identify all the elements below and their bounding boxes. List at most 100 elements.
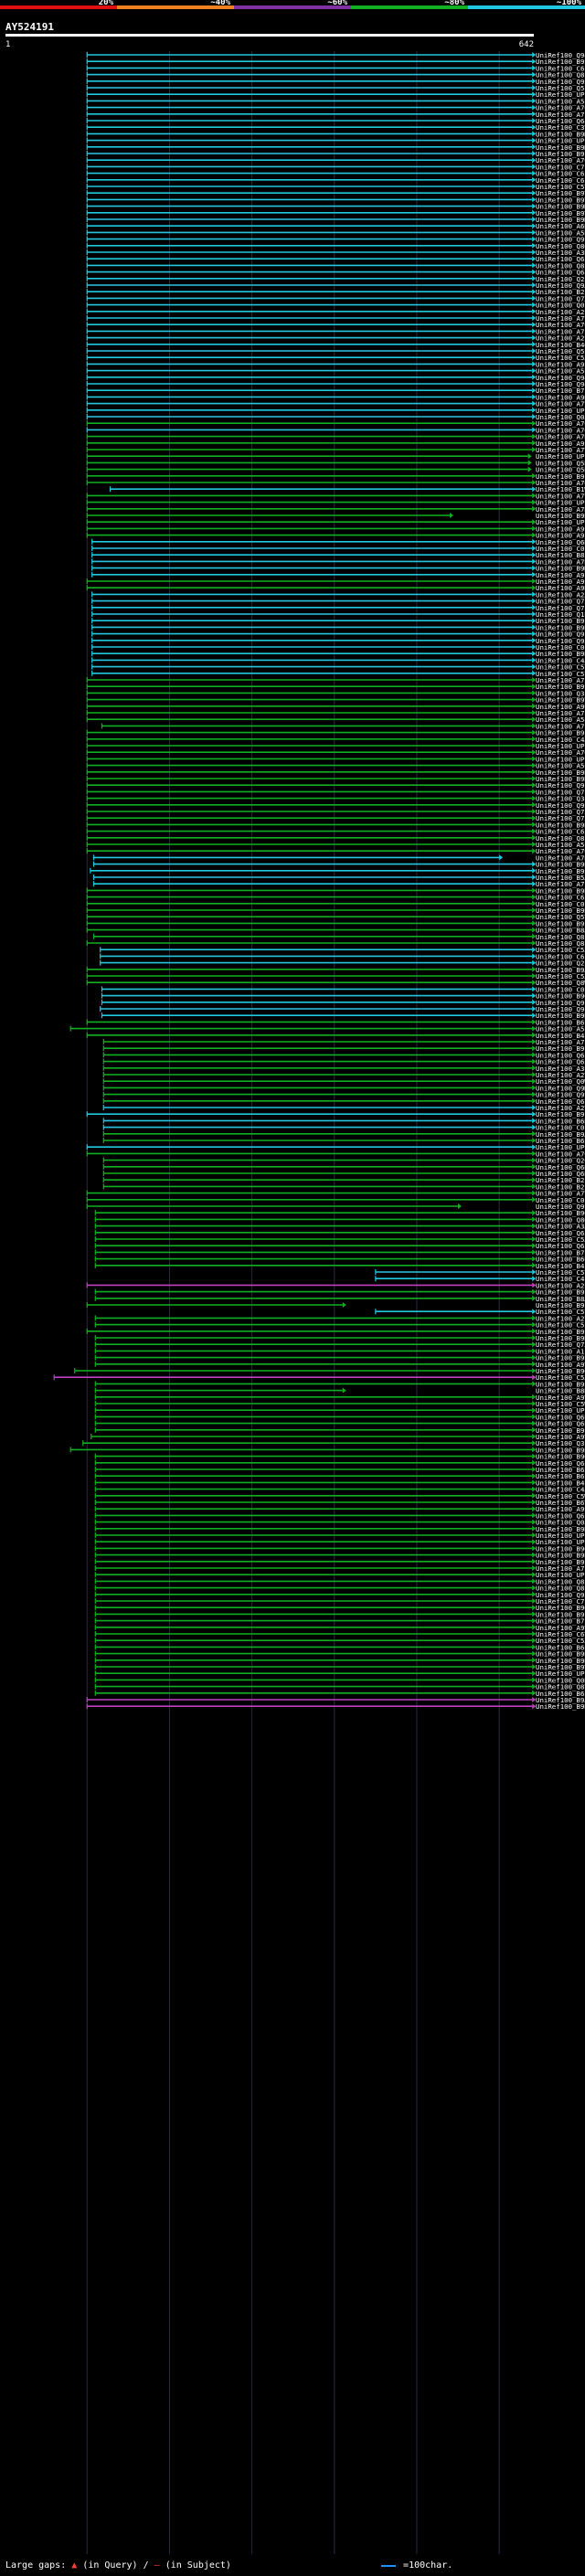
hit-label[interactable]: UniRef100_Q9SQQ0 bbox=[536, 1203, 585, 1211]
hit-row[interactable]: UniRef100_A9STR9 bbox=[94, 1505, 585, 1513]
hit-label[interactable]: UniRef100_C4J0Q0 bbox=[536, 1486, 585, 1494]
hit-label[interactable]: UniRef100_B8LLV1 bbox=[536, 551, 585, 559]
hit-row[interactable]: UniRef100_B6UCJ4 bbox=[94, 1256, 585, 1264]
hit-label[interactable]: UniRef100_C6ZS54 bbox=[536, 952, 585, 960]
hit-label[interactable]: UniRef100_A2BEY9 bbox=[536, 1281, 585, 1289]
hit-label[interactable]: UniRef100_C5XR39 bbox=[536, 1373, 585, 1382]
hit-label[interactable]: UniRef100_Q3LUN2 bbox=[536, 689, 585, 697]
hit-row[interactable]: UniRef100_B7ZZU3 bbox=[86, 387, 585, 395]
hit-label[interactable]: UniRef100_B9HLS6 bbox=[536, 769, 585, 777]
hit-label[interactable]: UniRef100_B9T3S1 bbox=[536, 696, 585, 705]
hit-label[interactable]: UniRef100_B4FS51 bbox=[536, 1479, 585, 1487]
hit-row[interactable]: UniRef100_UP1000... bbox=[94, 1406, 585, 1415]
hit-label[interactable]: UniRef100_A5B174 bbox=[536, 97, 585, 105]
hit-label[interactable]: UniRef100_B9PGL3 bbox=[536, 1301, 585, 1309]
hit-row[interactable]: UniRef100_Q8LA44 bbox=[86, 939, 585, 948]
hit-label[interactable]: UniRef100_Q9FVL1 bbox=[536, 999, 585, 1007]
hit-label[interactable]: UniRef100_B9FTW1 bbox=[536, 729, 585, 737]
hit-label[interactable]: UniRef100_UP1000... bbox=[536, 742, 585, 750]
hit-row[interactable]: UniRef100_Q68B68 bbox=[86, 269, 585, 277]
hit-row[interactable]: UniRef100_B9M5S9 bbox=[86, 203, 585, 211]
hit-label[interactable]: UniRef100_B9RZ12 bbox=[536, 861, 585, 869]
hit-label[interactable]: UniRef100_Q8LA44 bbox=[536, 939, 585, 948]
hit-row[interactable]: UniRef100_B9NEP9 bbox=[86, 1702, 585, 1711]
hit-row[interactable]: UniRef100_C4IIP1 bbox=[375, 1275, 585, 1283]
hit-row[interactable]: UniRef100_B9T6B9 bbox=[86, 189, 585, 197]
hit-row[interactable]: UniRef100_Q93Y10 bbox=[91, 637, 585, 645]
hit-label[interactable]: UniRef100_C6ZRV3 bbox=[536, 170, 585, 178]
hit-label[interactable]: UniRef100_C5Y047 bbox=[536, 663, 585, 672]
hit-label[interactable]: UniRef100_Q8FAG2 bbox=[536, 834, 585, 843]
hit-label[interactable]: UniRef100_Q9A6G2 bbox=[536, 281, 585, 290]
hit-label[interactable]: UniRef100_A7QY46 bbox=[536, 321, 585, 329]
hit-row[interactable]: UniRef100_Q94F62 bbox=[86, 51, 585, 59]
hit-row[interactable]: UniRef100_C5XR39 bbox=[53, 1373, 585, 1382]
hit-row[interactable]: UniRef100_A7VM44 bbox=[86, 446, 585, 454]
hit-label[interactable]: UniRef100_B9FAT5 bbox=[536, 617, 585, 625]
hit-row[interactable]: UniRef100_B9NWP1 bbox=[94, 1334, 585, 1342]
hit-row[interactable]: UniRef100_B9SHE3 bbox=[90, 867, 585, 875]
hit-label[interactable]: UniRef100_B9NBD3 bbox=[536, 1657, 585, 1665]
hit-label[interactable]: UniRef100_C0PH62 bbox=[536, 985, 585, 993]
hit-label[interactable]: UniRef100_C5XNF4 bbox=[536, 946, 585, 954]
hit-label[interactable]: UniRef100_C5Y048 bbox=[536, 670, 585, 678]
hit-row[interactable]: UniRef100_Q9SQQ0 bbox=[86, 1203, 585, 1211]
hit-row[interactable]: UniRef100_Q9SYT3 bbox=[102, 1091, 585, 1099]
hit-label[interactable]: UniRef100_Q8S7F1 bbox=[536, 261, 585, 270]
hit-row[interactable]: UniRef100_B1W4M6 bbox=[109, 485, 585, 493]
hit-row[interactable]: UniRef100_Q0JP36 bbox=[94, 1519, 585, 1527]
hit-label[interactable]: UniRef100_UP1000... bbox=[536, 518, 585, 526]
hit-label[interactable]: UniRef100_C0LGX1 bbox=[536, 643, 585, 652]
hit-label[interactable]: UniRef100_A7QP09 bbox=[536, 748, 585, 757]
hit-row[interactable]: UniRef100_Q9SU38 bbox=[86, 801, 585, 810]
hit-row[interactable]: UniRef100_Q5VQL9 bbox=[86, 913, 585, 921]
hit-row[interactable]: UniRef100_A2YYH0 bbox=[94, 1314, 585, 1322]
hit-row[interactable]: UniRef100_C4J1L3 bbox=[86, 736, 585, 744]
hit-row[interactable]: UniRef100_Q68E26 bbox=[86, 117, 585, 125]
hit-label[interactable]: UniRef100_B9T033 bbox=[536, 1663, 585, 1671]
hit-row[interactable]: UniRef100_B910M9 bbox=[86, 150, 585, 158]
hit-row[interactable]: UniRef100_B9S222 bbox=[86, 58, 585, 66]
hit-label[interactable]: UniRef100_B5AVX8 bbox=[536, 874, 585, 882]
hit-label[interactable]: UniRef100_A9PFQ0 bbox=[536, 571, 585, 579]
hit-label[interactable]: UniRef100_Q68B68 bbox=[536, 269, 585, 277]
hit-row[interactable]: UniRef100_A9SA22 bbox=[86, 578, 585, 586]
hit-row[interactable]: UniRef100_Q0DL14 bbox=[94, 1676, 585, 1684]
hit-label[interactable]: UniRef100_A7R4H4 bbox=[536, 557, 585, 566]
hit-row[interactable]: UniRef100_C0LGT1 bbox=[91, 545, 585, 553]
hit-label[interactable]: UniRef100_Q8L3F6 bbox=[536, 1577, 585, 1585]
hit-label[interactable]: UniRef100_A9T3N7 bbox=[536, 1433, 585, 1441]
hit-row[interactable]: UniRef100_C5XNF4 bbox=[100, 946, 585, 954]
hit-label[interactable]: UniRef100_A9P231 bbox=[536, 532, 585, 540]
hit-label[interactable]: UniRef100_B9HBG9 bbox=[536, 1525, 585, 1533]
hit-label[interactable]: UniRef100_A5BDD1 bbox=[536, 716, 585, 724]
hit-row[interactable]: UniRef100_B4FNP1 bbox=[94, 1262, 585, 1270]
hit-row[interactable]: UniRef100_B9MW41 bbox=[86, 216, 585, 224]
hit-row[interactable]: UniRef100_UP1000... bbox=[86, 452, 585, 461]
hit-row[interactable]: UniRef100_A9T3N7 bbox=[90, 1433, 585, 1441]
hit-label[interactable]: UniRef100_Q5VQL9 bbox=[536, 913, 585, 921]
hit-row[interactable]: UniRef100_A5C185 bbox=[86, 762, 585, 770]
hit-row[interactable]: UniRef100_A3BTX5 bbox=[102, 1065, 585, 1073]
hit-label[interactable]: UniRef100_Q22717 bbox=[536, 959, 585, 968]
hit-label[interactable]: UniRef100_Q2QYF3 bbox=[536, 1157, 585, 1165]
hit-label[interactable]: UniRef100_A7QZL7 bbox=[536, 847, 585, 855]
hit-row[interactable]: UniRef100_Q8W435 bbox=[86, 979, 585, 987]
hit-label[interactable]: UniRef100_B9MFX1 bbox=[536, 130, 585, 138]
hit-label[interactable]: UniRef100_C0P934 bbox=[536, 900, 585, 908]
hit-label[interactable]: UniRef100_B8A139 bbox=[536, 927, 585, 935]
hit-row[interactable]: UniRef100_A7VM18 bbox=[86, 400, 585, 408]
hit-row[interactable]: UniRef100_UP1000... bbox=[86, 1143, 585, 1151]
hit-label[interactable]: UniRef100_Q93Y10 bbox=[536, 637, 585, 645]
hit-label[interactable]: UniRef100_Q6ZN38 bbox=[536, 1511, 585, 1520]
hit-label[interactable]: UniRef100_B9F2H8 bbox=[536, 919, 585, 928]
hit-row[interactable]: UniRef100_A2YXS2 bbox=[102, 1104, 585, 1112]
hit-label[interactable]: UniRef100_B9GFB1 bbox=[536, 1367, 585, 1375]
hit-label[interactable]: UniRef100_Q3EB06 bbox=[536, 795, 585, 803]
hit-label[interactable]: UniRef100_A7VM18 bbox=[536, 400, 585, 408]
hit-row[interactable]: UniRef100_Q6DT72 bbox=[102, 1163, 585, 1171]
hit-label[interactable]: UniRef100_A7Q5C0 bbox=[536, 104, 585, 112]
hit-label[interactable]: UniRef100_B9SHK4 bbox=[536, 1380, 585, 1388]
hit-label[interactable]: UniRef100_B2ZAU7 bbox=[536, 1176, 585, 1184]
hit-label[interactable]: UniRef100_B9I1F9 bbox=[536, 1558, 585, 1566]
